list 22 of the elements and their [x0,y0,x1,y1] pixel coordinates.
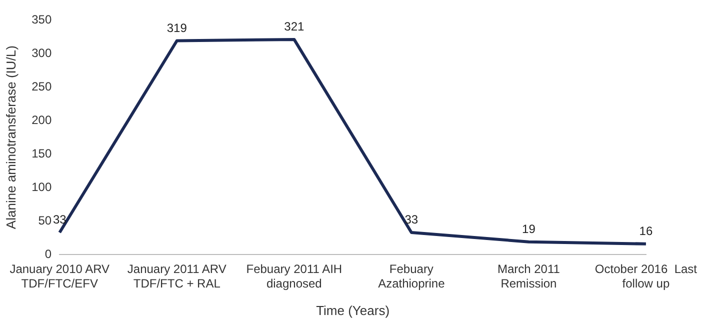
x-axis-title: Time (Years) [316,302,390,318]
data-label: 16 [639,224,653,238]
y-tick-label: 300 [32,46,52,60]
y-tick-label: 150 [32,146,52,160]
y-tick-label: 50 [38,213,52,228]
x-tick-label: Febuary Azathioprine [378,262,446,291]
y-tick-label: 200 [32,112,52,127]
data-label: 19 [522,222,536,236]
y-tick-label: 350 [32,12,52,26]
x-tick-label: October 2016 Last follow up [594,262,698,291]
x-tick-label: Febuary 2011 AIH diagnosed [246,262,342,291]
data-label: 319 [166,20,188,35]
x-tick-label: January 2011 ARV TDF/FTC + RAL [127,262,226,291]
data-label: 33 [52,212,67,226]
y-tick-label: 100 [32,180,52,194]
y-tick-label: 0 [44,246,52,261]
y-tick-label: 250 [32,79,52,94]
y-axis-title: Alanine aminotransferase (IU/L) [3,46,18,230]
data-label: 33 [404,212,418,226]
x-tick-label: January 2010 ARV TDF/FTC/EFV [10,262,110,291]
data-label: 321 [284,19,304,34]
x-tick-label: March 2011 Remission [497,262,560,291]
